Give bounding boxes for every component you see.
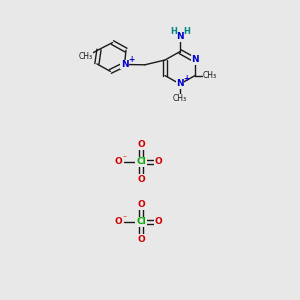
Text: N: N — [191, 56, 199, 64]
Text: CH₃: CH₃ — [78, 52, 92, 62]
Text: Cl: Cl — [136, 158, 146, 166]
Text: +: + — [128, 55, 134, 64]
Text: O: O — [114, 158, 122, 166]
Text: O: O — [137, 235, 145, 244]
Text: O: O — [154, 158, 162, 166]
Text: N: N — [176, 32, 184, 41]
Text: CH₃: CH₃ — [173, 94, 187, 103]
Text: H: H — [170, 27, 177, 36]
Text: N: N — [176, 80, 184, 88]
Text: O: O — [137, 140, 145, 149]
Text: ⁻: ⁻ — [122, 213, 126, 222]
Text: Cl: Cl — [136, 218, 146, 226]
Text: O: O — [137, 200, 145, 209]
Text: O: O — [114, 218, 122, 226]
Text: O: O — [154, 218, 162, 226]
Text: H: H — [183, 27, 190, 36]
Text: +: + — [184, 74, 190, 83]
Text: CH₃: CH₃ — [203, 71, 217, 80]
Text: ⁻: ⁻ — [122, 153, 126, 162]
Text: N: N — [121, 60, 128, 69]
Text: O: O — [137, 175, 145, 184]
